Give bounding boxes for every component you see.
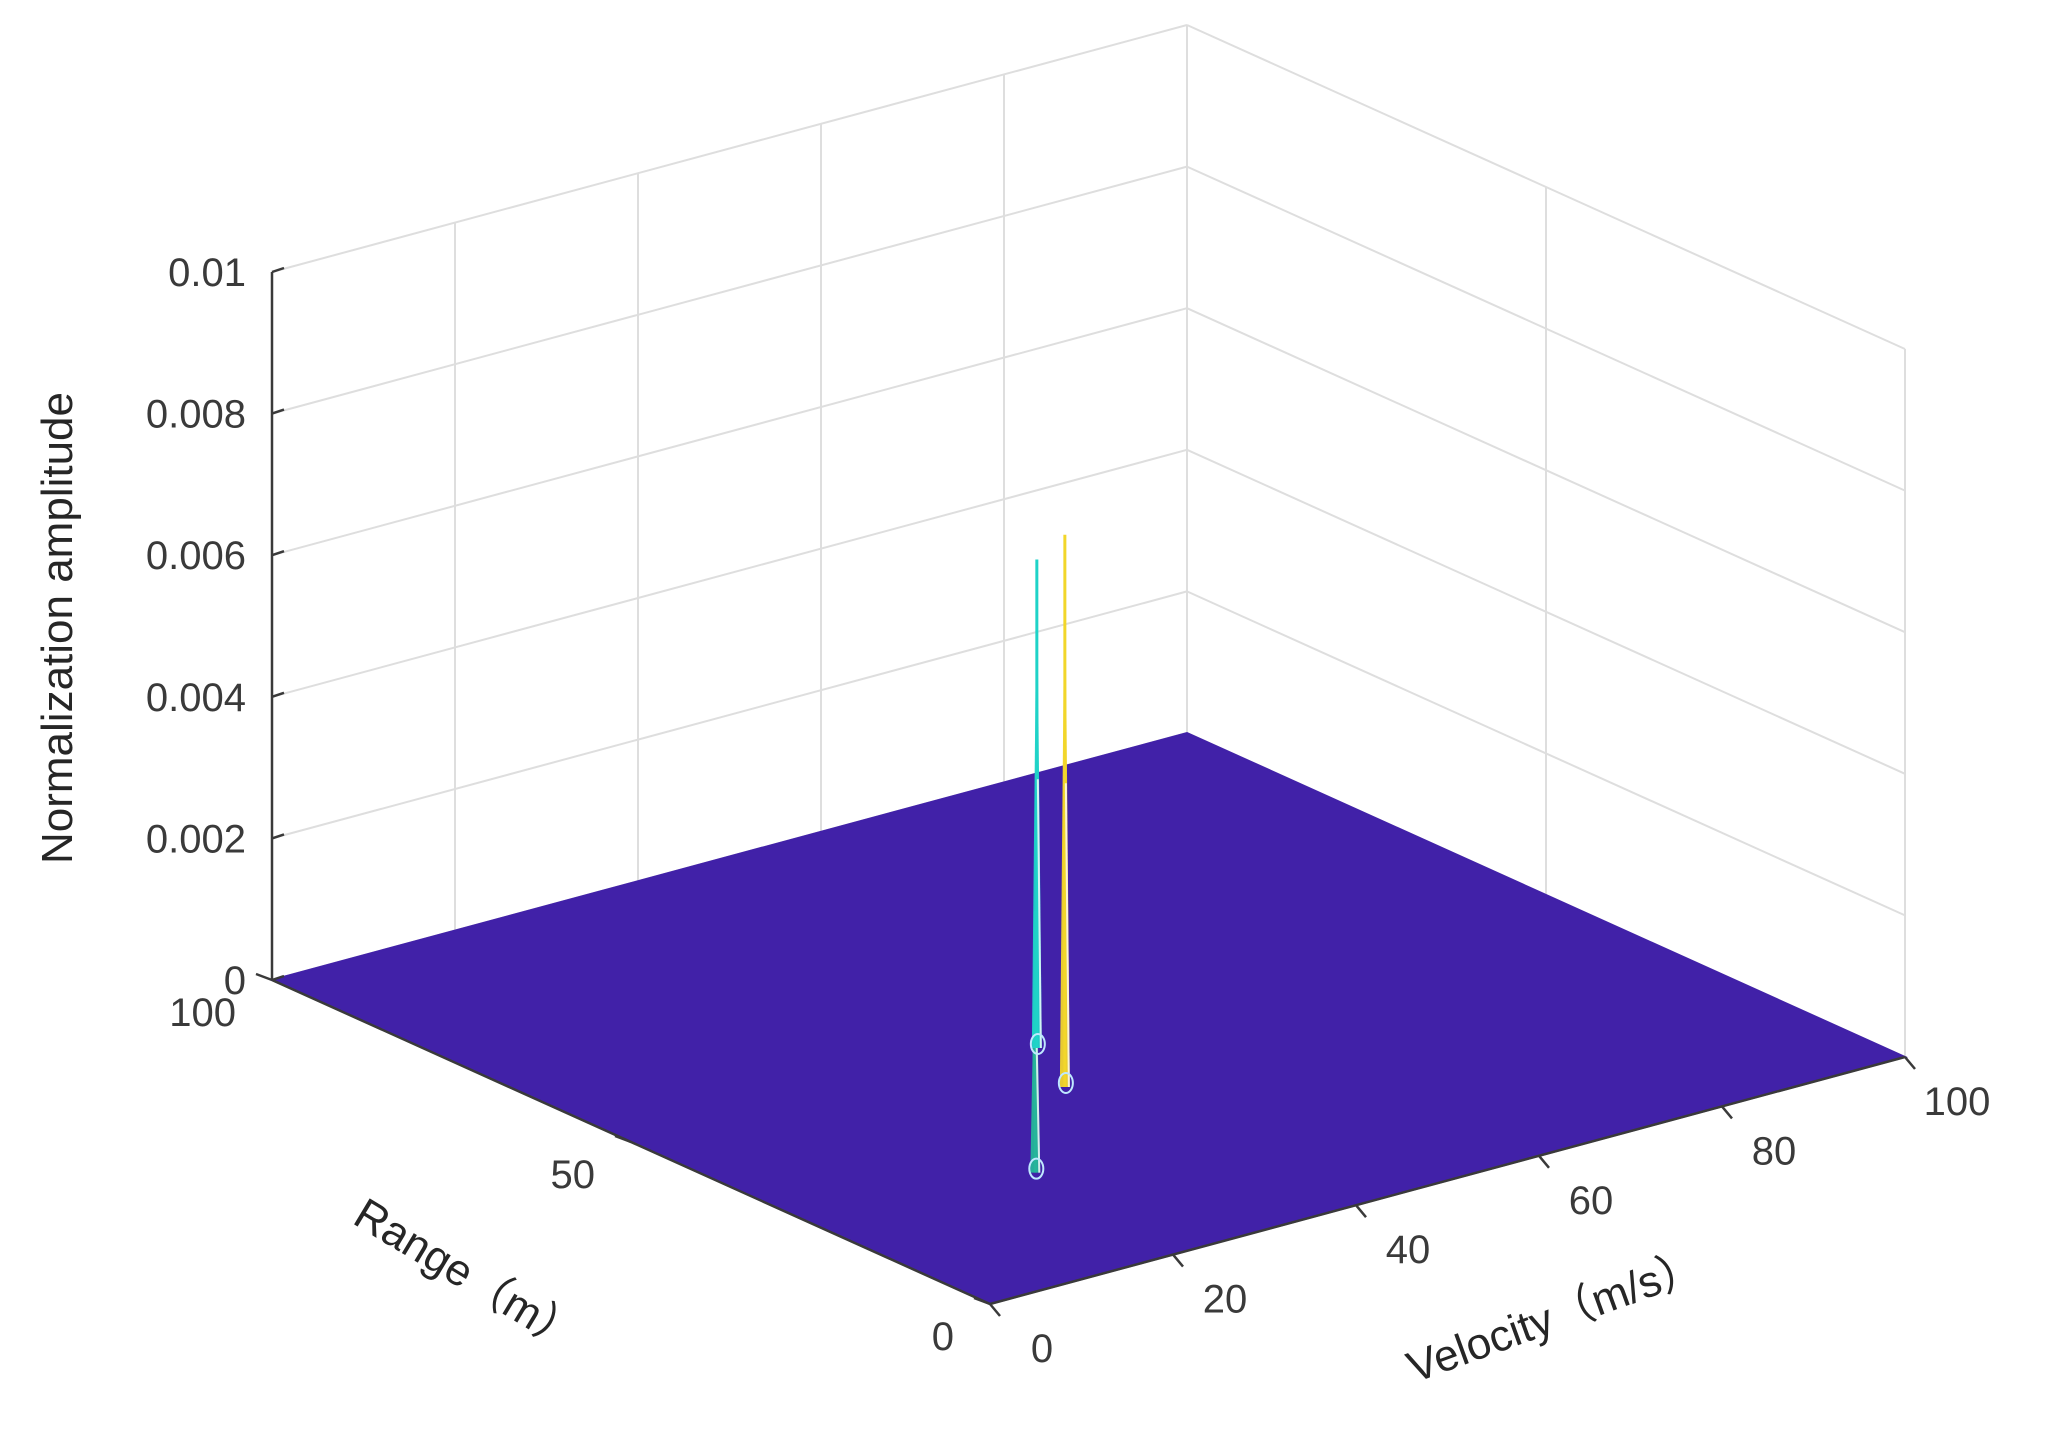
peak-base (1028, 1157, 1045, 1180)
z-tick-label: 0.002 (146, 817, 246, 861)
x-tick-mark (1721, 1105, 1733, 1120)
z-tick-label: 0.01 (168, 251, 246, 295)
x-tick-mark (1172, 1253, 1184, 1268)
x-tick-mark (1355, 1204, 1367, 1219)
z-tick-mark (271, 833, 285, 840)
x-axis-line (989, 1055, 1906, 1306)
x-axis-title: Velocity（m/s） (1401, 1240, 1710, 1392)
y-tick-label: 50 (551, 1153, 596, 1197)
y-tick-label: 100 (169, 991, 236, 1035)
gridline-side-horizontal (1186, 448, 1906, 775)
x-tick-label: 60 (1569, 1179, 1614, 1223)
peak-layer (1028, 534, 1074, 1180)
x-tick-label: 0 (1031, 1327, 1053, 1371)
label-layer: 00.0020.0040.0060.0080.01050100020406080… (146, 251, 1990, 1371)
x-tick-label: 20 (1203, 1278, 1248, 1322)
gridline-side-horizontal (1186, 24, 1906, 350)
x-tick-label: 80 (1752, 1129, 1797, 1173)
gridline-back-horizontal (271, 165, 1188, 415)
z-tick-label: 0.006 (146, 534, 246, 578)
z-axis-title: Normalization amplitude (33, 392, 82, 864)
x-tick-label: 40 (1386, 1228, 1431, 1272)
z-tick-label: 0.008 (146, 393, 246, 437)
gridline-back-horizontal (271, 24, 1188, 273)
surface-floor (269, 731, 1908, 1306)
y-tick-mark (973, 1296, 991, 1306)
axis-layer (255, 266, 1916, 1317)
peak-base (1057, 1072, 1074, 1095)
x-tick-mark (989, 1303, 1001, 1317)
x-tick-label: 100 (1924, 1080, 1991, 1124)
z-tick-mark (271, 408, 285, 415)
x-tick-mark (1904, 1056, 1916, 1070)
z-tick-mark (271, 550, 285, 557)
x-tick-mark (1538, 1154, 1550, 1169)
peak-base (1029, 1032, 1046, 1055)
z-tick-mark (271, 974, 285, 982)
gridline-back-horizontal (271, 307, 1188, 557)
z-tick-label: 0 (224, 959, 246, 1003)
gridline-side-horizontal (1186, 165, 1906, 492)
z-tick-mark (271, 266, 285, 274)
peak-2 (1057, 534, 1074, 1095)
gridline-back-horizontal (271, 448, 1188, 698)
peak-highlight (1064, 783, 1070, 1088)
gridline-side-horizontal (1186, 590, 1906, 917)
z-tick-label: 0.004 (146, 676, 246, 720)
peak-3 (1029, 559, 1046, 1055)
peak-highlight (1035, 1028, 1041, 1173)
y-tick-label: 0 (932, 1315, 954, 1359)
z-tick-mark (271, 691, 285, 698)
gridline-back-horizontal (271, 590, 1188, 840)
y-tick-mark (255, 972, 273, 982)
gridline-side-horizontal (1186, 307, 1906, 634)
surface-layer (269, 731, 1908, 1306)
y-axis-title: Range（m） (346, 1189, 589, 1362)
y-tick-mark (614, 1134, 632, 1144)
peak-highlight (1036, 779, 1042, 1048)
